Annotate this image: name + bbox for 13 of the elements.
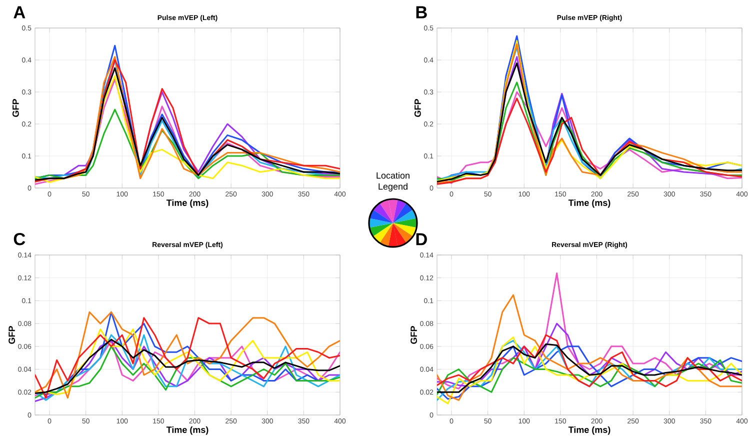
x-axis-title: Time (ms) [568,426,610,435]
y-axis-title: GFP [414,99,421,117]
x-axis-title: Time (ms) [166,199,208,208]
y-axis-title: GFP [12,99,19,117]
text: B [416,6,427,18]
x-axis-title: Time (ms) [568,199,610,208]
text: Location Legend [376,172,410,192]
y-axis-title: GFP [410,326,417,344]
text: D [416,233,427,246]
text: A [14,6,26,18]
text: C [14,232,26,246]
y-axis-title: GFP [8,326,15,344]
x-axis-title: Time (ms) [166,426,208,435]
